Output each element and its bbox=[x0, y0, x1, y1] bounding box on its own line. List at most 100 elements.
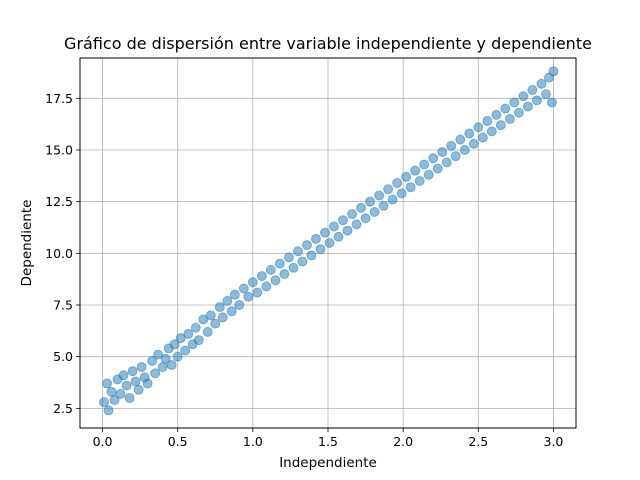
scatter-point bbox=[333, 231, 344, 242]
scatter-point bbox=[306, 250, 317, 261]
scatter-point bbox=[252, 287, 263, 298]
scatter-point bbox=[531, 95, 542, 106]
scatter-point bbox=[127, 366, 138, 377]
x-tick-label: 0.0 bbox=[93, 434, 113, 449]
scatter-point bbox=[455, 134, 466, 145]
scatter-point bbox=[301, 240, 312, 251]
scatter-point bbox=[540, 89, 551, 100]
x-tick-label: 3.0 bbox=[544, 434, 564, 449]
scatter-point bbox=[106, 386, 117, 397]
scatter-point bbox=[423, 169, 434, 180]
scatter-point bbox=[157, 362, 168, 373]
scatter-point bbox=[169, 339, 180, 350]
scatter-point bbox=[166, 359, 177, 370]
scatter-point bbox=[504, 113, 515, 124]
scatter-point bbox=[190, 322, 201, 333]
scatter-point bbox=[500, 103, 511, 114]
scatter-point bbox=[459, 144, 470, 155]
y-tick-label: 17.5 bbox=[45, 91, 73, 106]
scatter-point bbox=[410, 165, 421, 176]
scatter-point bbox=[238, 283, 249, 294]
scatter-point bbox=[109, 395, 120, 406]
scatter-point bbox=[124, 393, 135, 404]
scatter-point bbox=[193, 335, 204, 346]
scatter-point bbox=[432, 163, 443, 174]
scatter-point bbox=[473, 122, 484, 133]
scatter-point bbox=[378, 200, 389, 211]
scatter-point bbox=[464, 128, 475, 139]
scatter-point bbox=[297, 256, 308, 267]
scatter-point bbox=[205, 310, 216, 321]
scatter-point bbox=[142, 378, 153, 389]
chart-title: Gráfico de dispersión entre variable ind… bbox=[64, 34, 592, 53]
scatter-point bbox=[234, 300, 245, 311]
x-tick-label: 2.5 bbox=[468, 434, 488, 449]
y-tick-label: 15.0 bbox=[45, 142, 73, 157]
scatter-point bbox=[401, 171, 412, 182]
scatter-point bbox=[387, 194, 398, 205]
y-tick-label: 5.0 bbox=[53, 349, 73, 364]
scatter-point bbox=[518, 91, 529, 102]
x-tick-label: 1.5 bbox=[318, 434, 338, 449]
scatter-point bbox=[329, 221, 340, 232]
scatter-point bbox=[419, 159, 430, 170]
scatter-point bbox=[256, 271, 267, 282]
scatter-point bbox=[546, 97, 557, 108]
scatter-point bbox=[150, 368, 161, 379]
scatter-point bbox=[180, 345, 191, 356]
scatter-point bbox=[365, 196, 376, 207]
y-tick-label: 7.5 bbox=[53, 298, 73, 313]
scatter-point bbox=[102, 378, 113, 389]
scatter-point bbox=[468, 138, 479, 149]
scatter-point bbox=[356, 202, 367, 213]
x-axis-ticks: 0.0 0.5 1.0 1.5 2.0 2.5 3.0 bbox=[93, 428, 564, 449]
scatter-point bbox=[477, 132, 488, 143]
scatter-point bbox=[247, 277, 258, 288]
scatter-point bbox=[441, 157, 452, 168]
scatter-point bbox=[437, 147, 448, 158]
scatter-point bbox=[369, 206, 380, 217]
scatter-point bbox=[115, 388, 126, 399]
scatter-point bbox=[261, 281, 272, 292]
scatter-point bbox=[522, 101, 533, 112]
y-tick-label: 10.0 bbox=[45, 246, 73, 261]
scatter-point bbox=[315, 244, 326, 255]
scatter-point bbox=[319, 227, 330, 238]
scatter-point bbox=[214, 302, 225, 313]
scatter-point bbox=[279, 269, 290, 280]
scatter-point bbox=[103, 405, 114, 416]
scatter-point bbox=[265, 264, 276, 275]
y-tick-label: 12.5 bbox=[45, 194, 73, 209]
scatter-point bbox=[548, 66, 559, 77]
scatter-point bbox=[536, 78, 547, 89]
scatter-point bbox=[229, 289, 240, 300]
scatter-point bbox=[270, 275, 281, 286]
scatter-point bbox=[324, 238, 335, 248]
scatter-point bbox=[153, 349, 164, 360]
scatter-points bbox=[99, 66, 559, 416]
scatter-point bbox=[226, 306, 237, 317]
scatter-point bbox=[383, 184, 394, 195]
scatter-point bbox=[495, 120, 506, 131]
scatter-point bbox=[347, 209, 358, 220]
scatter-point bbox=[202, 326, 213, 337]
scatter-point bbox=[283, 252, 294, 263]
scatter-point bbox=[210, 318, 221, 329]
scatter-point bbox=[133, 384, 144, 395]
scatter-point bbox=[342, 225, 353, 236]
scatter-point bbox=[374, 190, 385, 201]
scatter-point bbox=[338, 215, 349, 226]
scatter-point bbox=[288, 262, 299, 273]
scatter-point bbox=[310, 233, 321, 244]
scatter-point bbox=[274, 258, 285, 269]
scatter-point bbox=[414, 175, 425, 186]
y-axis-label: Dependiente bbox=[19, 200, 35, 287]
scatter-point bbox=[482, 116, 493, 127]
scatter-point bbox=[513, 107, 524, 118]
scatter-point bbox=[450, 151, 461, 162]
scatter-point bbox=[172, 351, 183, 362]
scatter-point bbox=[351, 219, 362, 230]
scatter-point bbox=[392, 178, 403, 189]
scatter-point bbox=[360, 213, 371, 224]
